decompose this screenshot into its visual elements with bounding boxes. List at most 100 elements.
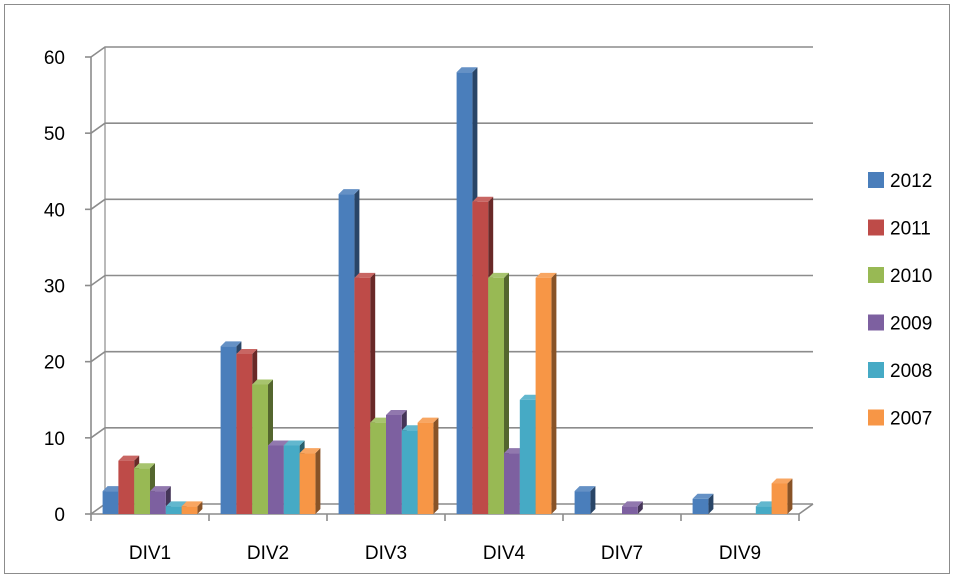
bar-front xyxy=(102,491,119,514)
legend-label-2011: 2011 xyxy=(890,219,931,240)
y-tick-label-60: 60 xyxy=(44,48,65,69)
bar-2007-div1 xyxy=(181,501,203,514)
bar-side xyxy=(708,493,714,514)
y-tick-label-30: 30 xyxy=(44,277,65,298)
bar-top xyxy=(386,409,407,415)
x-tick-label-div7: DIV7 xyxy=(601,543,643,564)
legend-swatch-2008 xyxy=(868,362,884,378)
bar-front xyxy=(386,414,402,514)
bar-top xyxy=(181,501,203,507)
bar-2007-div4 xyxy=(535,272,557,514)
bar-top xyxy=(401,425,423,431)
y-tick-label-0: 0 xyxy=(54,505,65,526)
bar-top xyxy=(102,486,124,492)
bar-2007-div3 xyxy=(417,417,439,514)
bar-side xyxy=(787,478,793,514)
gridline-40 xyxy=(90,198,813,210)
bar-top xyxy=(236,349,258,355)
bar-2012-div9 xyxy=(692,493,714,514)
bar-front xyxy=(692,498,709,514)
x-tick-label-div4: DIV4 xyxy=(483,543,526,564)
legend-swatch-2007 xyxy=(868,409,884,426)
bar-top xyxy=(472,196,494,202)
bar-top xyxy=(283,440,305,446)
bar-2007-div2 xyxy=(299,448,321,514)
bar-front xyxy=(370,422,386,514)
bar-front xyxy=(268,445,284,514)
bar-top xyxy=(535,272,557,278)
gridline-30 xyxy=(90,274,813,287)
bar-top xyxy=(504,448,525,454)
bar-front xyxy=(488,277,504,514)
y-tick-label-10: 10 xyxy=(44,429,65,450)
bar-side xyxy=(197,501,203,514)
bar-top xyxy=(338,189,360,195)
bar-front xyxy=(519,399,536,514)
x-tick-label-div3: DIV3 xyxy=(365,543,407,564)
bar-front xyxy=(299,453,316,514)
bar-top xyxy=(370,417,391,423)
bar-front xyxy=(338,194,355,514)
floor-right-edge xyxy=(798,503,814,515)
bar-front xyxy=(504,453,520,514)
y-tick-label-50: 50 xyxy=(44,124,65,145)
legend-swatch-2012 xyxy=(868,172,884,188)
bar-front xyxy=(134,468,150,514)
bar-front xyxy=(771,483,788,514)
bar-2007-div9 xyxy=(771,478,793,514)
bar-top xyxy=(220,341,242,347)
bar-front xyxy=(118,460,135,514)
bar-side xyxy=(637,501,643,514)
bar-front xyxy=(283,445,300,514)
bar-top xyxy=(299,448,321,454)
legend-swatch-2009 xyxy=(868,314,884,331)
legend-label-2009: 2009 xyxy=(890,314,932,335)
legend-label-2007: 2007 xyxy=(890,409,932,430)
bar-top xyxy=(622,501,643,507)
bar-top xyxy=(118,455,140,461)
legend-swatch-2010 xyxy=(868,267,884,283)
gridline-60 xyxy=(90,46,813,58)
y-tick-label-20: 20 xyxy=(44,353,65,374)
bar-side xyxy=(433,417,439,514)
bar-top xyxy=(692,493,714,499)
bar-top xyxy=(268,440,289,446)
bar-front xyxy=(150,491,166,514)
legend-label-2010: 2010 xyxy=(890,266,932,287)
y-tick-label-40: 40 xyxy=(44,200,65,221)
bar-front xyxy=(220,346,237,514)
bar-top xyxy=(519,394,541,400)
bar-top xyxy=(354,272,376,278)
bar-top xyxy=(150,486,171,492)
x-tick-label-div9: DIV9 xyxy=(719,543,761,564)
bar-top xyxy=(165,501,187,507)
bar-top xyxy=(488,272,509,278)
gridline-20 xyxy=(90,350,813,363)
bar-front xyxy=(354,277,371,514)
legend-swatch-2011 xyxy=(868,219,884,236)
bar-2012-div7 xyxy=(574,486,596,514)
gridline-50 xyxy=(90,122,813,134)
bar-top xyxy=(574,486,596,492)
bar-top xyxy=(755,501,777,507)
bar-front xyxy=(472,201,489,514)
bar-front xyxy=(252,384,268,514)
bar-front xyxy=(535,277,552,514)
legend-label-2008: 2008 xyxy=(890,361,932,382)
gridline-10 xyxy=(90,427,813,439)
x-tick-label-div1: DIV1 xyxy=(129,543,171,564)
bar-side xyxy=(551,272,557,514)
bar-side xyxy=(590,486,596,514)
bar-front xyxy=(401,430,418,514)
bar-front xyxy=(755,506,772,514)
bar-front xyxy=(236,354,253,514)
bar-top xyxy=(417,417,439,423)
bar-front xyxy=(456,72,473,514)
bar-2009-div7 xyxy=(622,501,643,514)
bar-front xyxy=(574,491,591,514)
bar-front xyxy=(181,506,198,514)
bar-front xyxy=(622,506,638,514)
legend-label-2012: 2012 xyxy=(890,171,932,192)
bar-front xyxy=(417,422,434,514)
